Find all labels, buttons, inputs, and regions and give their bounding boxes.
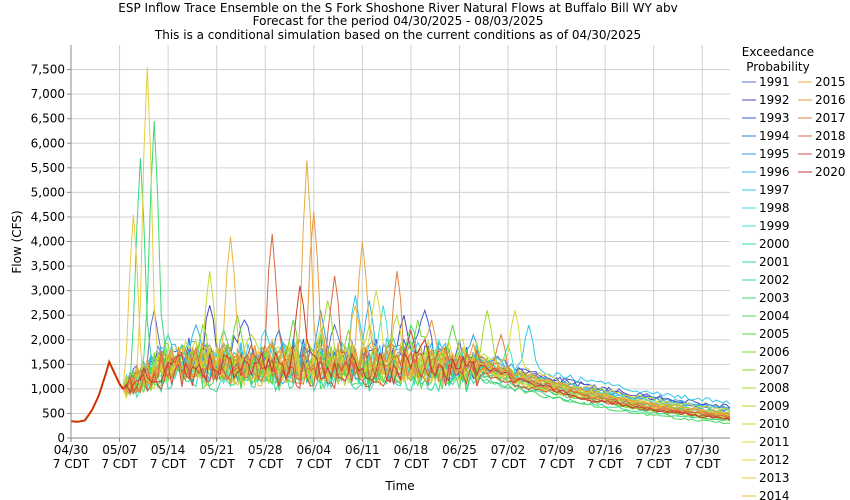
x-tick-label-time: 7 CDT <box>441 457 478 471</box>
series-layer <box>122 67 731 424</box>
legend-label-2012: 2012 <box>759 453 790 467</box>
x-tick-label-date: 05/21 <box>199 443 234 457</box>
x-tick-label-date: 07/23 <box>636 443 671 457</box>
series-line-2014 <box>122 236 731 415</box>
x-tick-label-time: 7 CDT <box>53 457 90 471</box>
x-tick-label-time: 7 CDT <box>490 457 527 471</box>
legend-label-1991: 1991 <box>759 75 790 89</box>
y-tick-label: 4,000 <box>31 235 65 249</box>
x-tick-label-time: 7 CDT <box>150 457 187 471</box>
legend-label-2006: 2006 <box>759 345 790 359</box>
y-tick-label: 4,500 <box>31 210 65 224</box>
legend-label-1995: 1995 <box>759 147 790 161</box>
y-tick-label: 3,000 <box>31 284 65 298</box>
series-line-2018 <box>122 234 731 418</box>
series-line-2009 <box>122 313 731 416</box>
legend-label-2014: 2014 <box>759 489 790 500</box>
legend-label-2007: 2007 <box>759 363 790 377</box>
legend-label-2019: 2019 <box>815 147 846 161</box>
x-tick-label-date: 05/28 <box>248 443 283 457</box>
x-tick-label-date: 07/02 <box>491 443 526 457</box>
chart-subtitle: Forecast for the period 04/30/2025 - 08/… <box>253 14 544 28</box>
legend-title: Exceedance <box>742 45 814 59</box>
x-tick-label-time: 7 CDT <box>296 457 333 471</box>
chart-subtitle-condition: This is a conditional simulation based o… <box>154 28 641 42</box>
y-tick-label: 6,000 <box>31 136 65 150</box>
x-tick-label-date: 07/09 <box>539 443 574 457</box>
y-tick-label: 3,500 <box>31 259 65 273</box>
legend-label-2000: 2000 <box>759 237 790 251</box>
y-tick-label: 6,500 <box>31 112 65 126</box>
x-axis-title: Time <box>384 479 414 493</box>
y-tick-label: 5,500 <box>31 161 65 175</box>
y-tick-label: 7,500 <box>31 63 65 77</box>
legend-label-1999: 1999 <box>759 219 790 233</box>
legend-label-1997: 1997 <box>759 183 790 197</box>
x-tick-label-date: 05/07 <box>102 443 137 457</box>
y-axis-title: Flow (CFS) <box>10 210 24 273</box>
legend-label-2013: 2013 <box>759 471 790 485</box>
legend: Exceedance Probability 19911992199319941… <box>742 45 846 500</box>
x-tick-label-time: 7 CDT <box>538 457 575 471</box>
x-tick-label-time: 7 CDT <box>247 457 284 471</box>
legend-label-2009: 2009 <box>759 399 790 413</box>
observed-layer <box>70 359 124 423</box>
legend-subtitle: Probability <box>746 60 809 74</box>
legend-label-2005: 2005 <box>759 327 790 341</box>
legend-label-1996: 1996 <box>759 165 790 179</box>
legend-label-2011: 2011 <box>759 435 790 449</box>
y-tick-label: 500 <box>42 406 65 420</box>
legend-label-2015: 2015 <box>815 75 846 89</box>
legend-label-2003: 2003 <box>759 291 790 305</box>
y-tick-label: 7,000 <box>31 87 65 101</box>
series-line-2004 <box>122 328 731 424</box>
y-tick-label: 1,000 <box>31 382 65 396</box>
legend-label-2001: 2001 <box>759 255 790 269</box>
legend-label-1994: 1994 <box>759 129 790 143</box>
legend-label-2002: 2002 <box>759 273 790 287</box>
chart-titles: ESP Inflow Trace Ensemble on the S Fork … <box>118 1 677 42</box>
x-tick-label-date: 06/11 <box>345 443 380 457</box>
x-tick-label-time: 7 CDT <box>393 457 430 471</box>
legend-label-2020: 2020 <box>815 165 846 179</box>
x-tick-label-date: 05/14 <box>151 443 186 457</box>
legend-label-2018: 2018 <box>815 129 846 143</box>
legend-label-1998: 1998 <box>759 201 790 215</box>
observed-line <box>70 359 124 423</box>
series-line-2016 <box>122 211 731 416</box>
series-line-2020 <box>122 285 731 421</box>
legend-label-2008: 2008 <box>759 381 790 395</box>
x-tick-label-time: 7 CDT <box>684 457 721 471</box>
y-tick-label: 1,500 <box>31 357 65 371</box>
x-tick-label-time: 7 CDT <box>587 457 624 471</box>
x-tick-label-time: 7 CDT <box>635 457 672 471</box>
legend-label-1993: 1993 <box>759 111 790 125</box>
x-tick-label-time: 7 CDT <box>101 457 138 471</box>
legend-label-2017: 2017 <box>815 111 846 125</box>
series-line-2011 <box>122 290 731 413</box>
y-tick-label: 5,000 <box>31 185 65 199</box>
y-axis-ticks: 0 500 1,000 1,500 2,000 2,500 3,000 3,500 4,000 4… <box>31 63 71 445</box>
legend-label-2016: 2016 <box>815 93 846 107</box>
legend-label-2004: 2004 <box>759 309 790 323</box>
chart-title: ESP Inflow Trace Ensemble on the S Fork … <box>118 1 677 15</box>
legend-items: 1991 1992 1993 1994 1995 1996 1997 1998 1999 2000… <box>742 75 846 500</box>
x-tick-label-date: 07/30 <box>685 443 720 457</box>
legend-label-1992: 1992 <box>759 93 790 107</box>
y-tick-label: 0 <box>57 431 65 445</box>
x-tick-label-date: 06/18 <box>394 443 429 457</box>
x-tick-label-time: 7 CDT <box>198 457 235 471</box>
x-tick-label-date: 07/16 <box>588 443 623 457</box>
y-tick-label: 2,500 <box>31 308 65 322</box>
legend-label-2010: 2010 <box>759 417 790 431</box>
x-tick-label-date: 06/25 <box>442 443 477 457</box>
x-tick-label-time: 7 CDT <box>344 457 381 471</box>
x-tick-label-date: 04/30 <box>54 443 89 457</box>
x-tick-label-date: 06/04 <box>296 443 331 457</box>
y-tick-label: 2,000 <box>31 333 65 347</box>
